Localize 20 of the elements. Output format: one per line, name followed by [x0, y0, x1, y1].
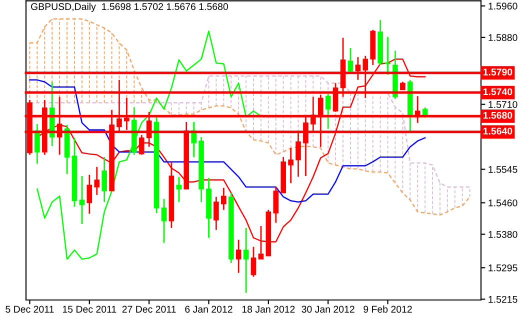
x-tick-label: 18 Jan 2012: [242, 306, 295, 313]
y-tick-label: 1.5295: [488, 264, 518, 272]
y-tick-label: 1.5545: [488, 166, 518, 173]
ref-line-label: 1.5640: [483, 128, 512, 135]
ref-line-label: 1.5790: [483, 68, 512, 76]
x-tick-label: 9 Feb 2012: [364, 306, 412, 313]
x-tick-label: 5 Dec 2011: [6, 306, 54, 313]
y-tick-label: 1.5960: [488, 2, 518, 10]
x-tick-label: 6 Jan 2012: [185, 306, 232, 313]
ref-line-label: 1.5680: [483, 112, 512, 119]
ref-line-label: 1.5740: [483, 88, 512, 96]
chart-title: GBPUSD,Daily 1.5698 1.5702 1.5676 1.5680: [31, 2, 228, 12]
x-tick-label: 27 Dec 2011: [122, 306, 176, 313]
y-tick-label: 1.5215: [488, 296, 518, 303]
x-tick-label: 15 Dec 2011: [62, 306, 116, 313]
y-tick-label: 1.5380: [488, 230, 518, 238]
y-tick-label: 1.5460: [488, 199, 518, 206]
y-tick-label: 1.5880: [488, 34, 518, 42]
y-tick-label: 1.5710: [488, 101, 518, 108]
x-tick-label: 30 Jan 2012: [302, 306, 354, 313]
